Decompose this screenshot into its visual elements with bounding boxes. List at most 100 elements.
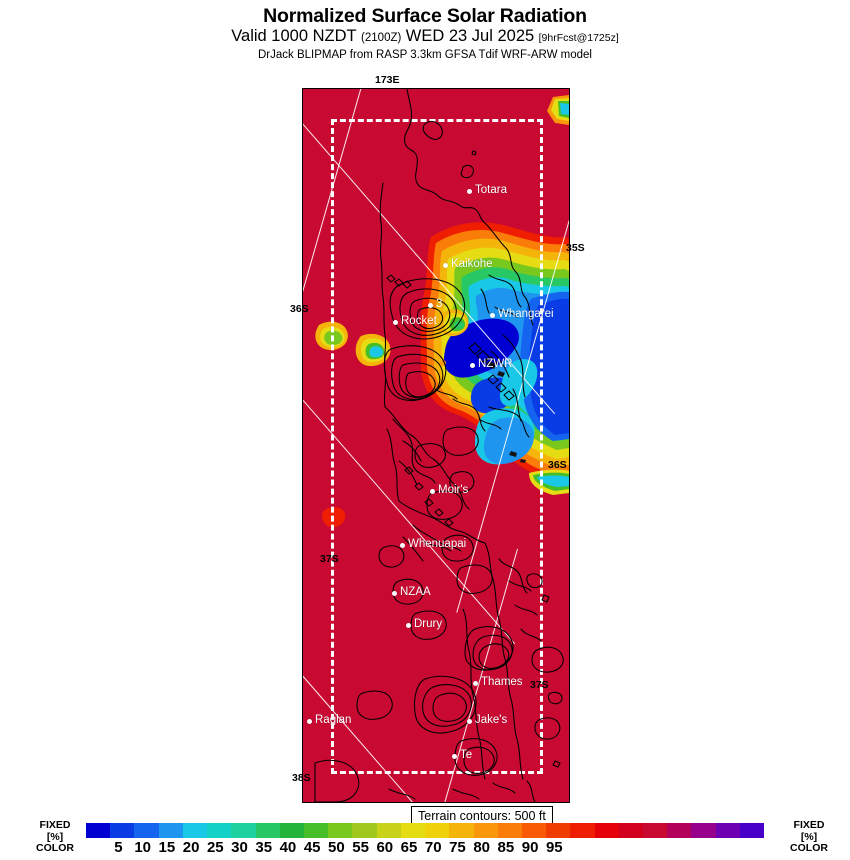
color-bar-segment-3 xyxy=(158,823,183,838)
waypoint-dot xyxy=(430,489,435,494)
grid-label: 37S xyxy=(320,553,339,565)
grid-label: 37S xyxy=(530,679,549,691)
color-bar-segment-25 xyxy=(691,823,716,838)
color-bar-tick: 25 xyxy=(206,839,224,856)
waypoint-label: Drury xyxy=(414,618,443,630)
grid-label: 36S xyxy=(548,459,567,471)
color-bar-segment-4 xyxy=(182,823,208,838)
waypoint-dot xyxy=(490,313,495,318)
grid-label: 35S xyxy=(566,242,585,254)
valid-time: Valid 1000 NZDT xyxy=(231,27,357,45)
color-bar-tick: 30 xyxy=(231,839,248,856)
waypoint-dot xyxy=(307,719,312,724)
waypoint-dot xyxy=(452,754,457,759)
fixed-label-line2: [%] xyxy=(46,830,64,843)
color-scale: FIXED [%] COLOR 5 10 15 20 25 30 35 40 45 50 55 60 6… xyxy=(0,819,850,860)
waypoint-label: Te xyxy=(460,749,473,761)
color-bar-tick: 55 xyxy=(352,839,369,856)
grid-label: 38S xyxy=(292,772,311,784)
waypoint-dot xyxy=(400,543,405,548)
color-bar-segment-8 xyxy=(279,823,304,838)
color-bar-segment-0 xyxy=(86,823,111,838)
waypoint-label: NZWR xyxy=(478,358,513,370)
waypoint-label: Totara xyxy=(475,184,507,196)
color-bar-segment-2 xyxy=(134,823,159,838)
color-bar-tick: 35 xyxy=(255,839,273,856)
color-bar-segment-20 xyxy=(570,823,595,838)
color-bar-tick: 80 xyxy=(473,839,490,856)
valid-time-utc: (2100Z) xyxy=(361,32,402,44)
color-bar-segment-19 xyxy=(546,823,571,838)
color-bar-segment-18 xyxy=(521,823,547,838)
color-bar-tick: 45 xyxy=(303,839,321,856)
color-bar-segment-26 xyxy=(715,823,740,838)
color-bar-segment-24 xyxy=(667,823,692,838)
waypoint-dot xyxy=(392,591,397,596)
valid-time-line: Valid 1000 NZDT (2100Z) WED 23 Jul 2025 … xyxy=(0,27,850,48)
waypoint-label: Whangarei xyxy=(498,308,554,320)
color-bar-segment-15 xyxy=(449,823,474,838)
color-bar-segment-14 xyxy=(425,823,450,838)
color-bar-segment-9 xyxy=(303,823,329,838)
color-bar-tick: 15 xyxy=(158,839,176,856)
fixed-label-line2: [%] xyxy=(800,830,818,843)
waypoint-dot xyxy=(470,363,475,368)
waypoint-dot xyxy=(473,681,478,686)
waypoint-label: Kaikohe xyxy=(451,258,493,270)
color-bar-segment-5 xyxy=(207,823,232,838)
color-bar-segment-10 xyxy=(328,823,353,838)
fixed-label-line3: COLOR xyxy=(36,842,74,854)
waypoint-label: 3 xyxy=(436,298,443,310)
color-bar-segment-7 xyxy=(255,823,280,838)
color-bar-segment-13 xyxy=(400,823,426,838)
color-bar-tick: 65 xyxy=(400,839,418,856)
color-bar-tick: 70 xyxy=(424,839,442,856)
color-bar-segment-11 xyxy=(352,823,377,838)
waypoint-label: Jake's xyxy=(475,714,508,726)
fixed-label-line1: FIXED xyxy=(793,819,825,831)
waypoint-label: NZAA xyxy=(400,586,431,598)
waypoint-dot xyxy=(467,719,472,724)
color-bar-segment-22 xyxy=(618,823,644,838)
color-bar-segment-16 xyxy=(473,823,498,838)
color-bar-segment-23 xyxy=(643,823,668,838)
color-bar-segment-27 xyxy=(739,823,765,838)
waypoint-label: Rocket xyxy=(401,315,437,327)
fixed-label-line1: FIXED xyxy=(39,819,71,831)
model-description: DrJack BLIPMAP from RASP 3.3km GFSA Tdif… xyxy=(257,49,592,61)
waypoint-dot xyxy=(406,623,411,628)
color-bar-tick: 5 xyxy=(114,839,123,856)
color-bar-tick: 75 xyxy=(449,839,466,856)
color-bar-ticks: 5 10 15 20 25 30 35 40 45 50 55 60 65 70 75 80 85 90 95 xyxy=(86,839,764,859)
color-bar-tick: 20 xyxy=(182,839,200,856)
valid-date: WED 23 Jul 2025 xyxy=(405,27,535,45)
waypoint-dot xyxy=(443,263,448,268)
color-bar-tick: 90 xyxy=(521,839,539,856)
grid-label: 36S xyxy=(290,303,309,315)
color-bar-segment-6 xyxy=(231,823,256,838)
fixed-label-line3: COLOR xyxy=(790,842,828,854)
solar-radiation-map[interactable] xyxy=(302,88,570,803)
waypoint-dot xyxy=(428,303,433,308)
color-bar-tick: 10 xyxy=(134,839,151,856)
waypoint-dot xyxy=(393,320,398,325)
chart-header: Normalized Surface Solar Radiation Valid… xyxy=(0,0,850,62)
waypoint-label: Whenuapai xyxy=(408,538,467,550)
waypoint-label: Moir's xyxy=(438,484,469,496)
color-bar-segment-1 xyxy=(110,823,135,838)
color-bar-segment-21 xyxy=(594,823,619,838)
forecast-tag: [9hrFcst@1725z] xyxy=(538,32,619,44)
color-bar-segment-17 xyxy=(497,823,522,838)
fixed-color-label-left: FIXED [%] COLOR xyxy=(22,819,88,855)
color-bar-tick: 50 xyxy=(328,839,345,856)
color-bar-tick: 85 xyxy=(497,839,515,856)
page-title: Normalized Surface Solar Radiation xyxy=(263,5,587,27)
forecast-domain-boundary xyxy=(331,119,543,774)
coastline-and-terrain-contours xyxy=(314,89,564,802)
waypoint-label: Thames xyxy=(481,676,523,688)
waypoint-label: Raglan xyxy=(315,714,352,726)
color-bar xyxy=(86,823,765,838)
color-bar-segment-12 xyxy=(376,823,401,838)
color-bar-tick: 95 xyxy=(545,839,563,856)
grid-label: 173E xyxy=(375,74,400,86)
